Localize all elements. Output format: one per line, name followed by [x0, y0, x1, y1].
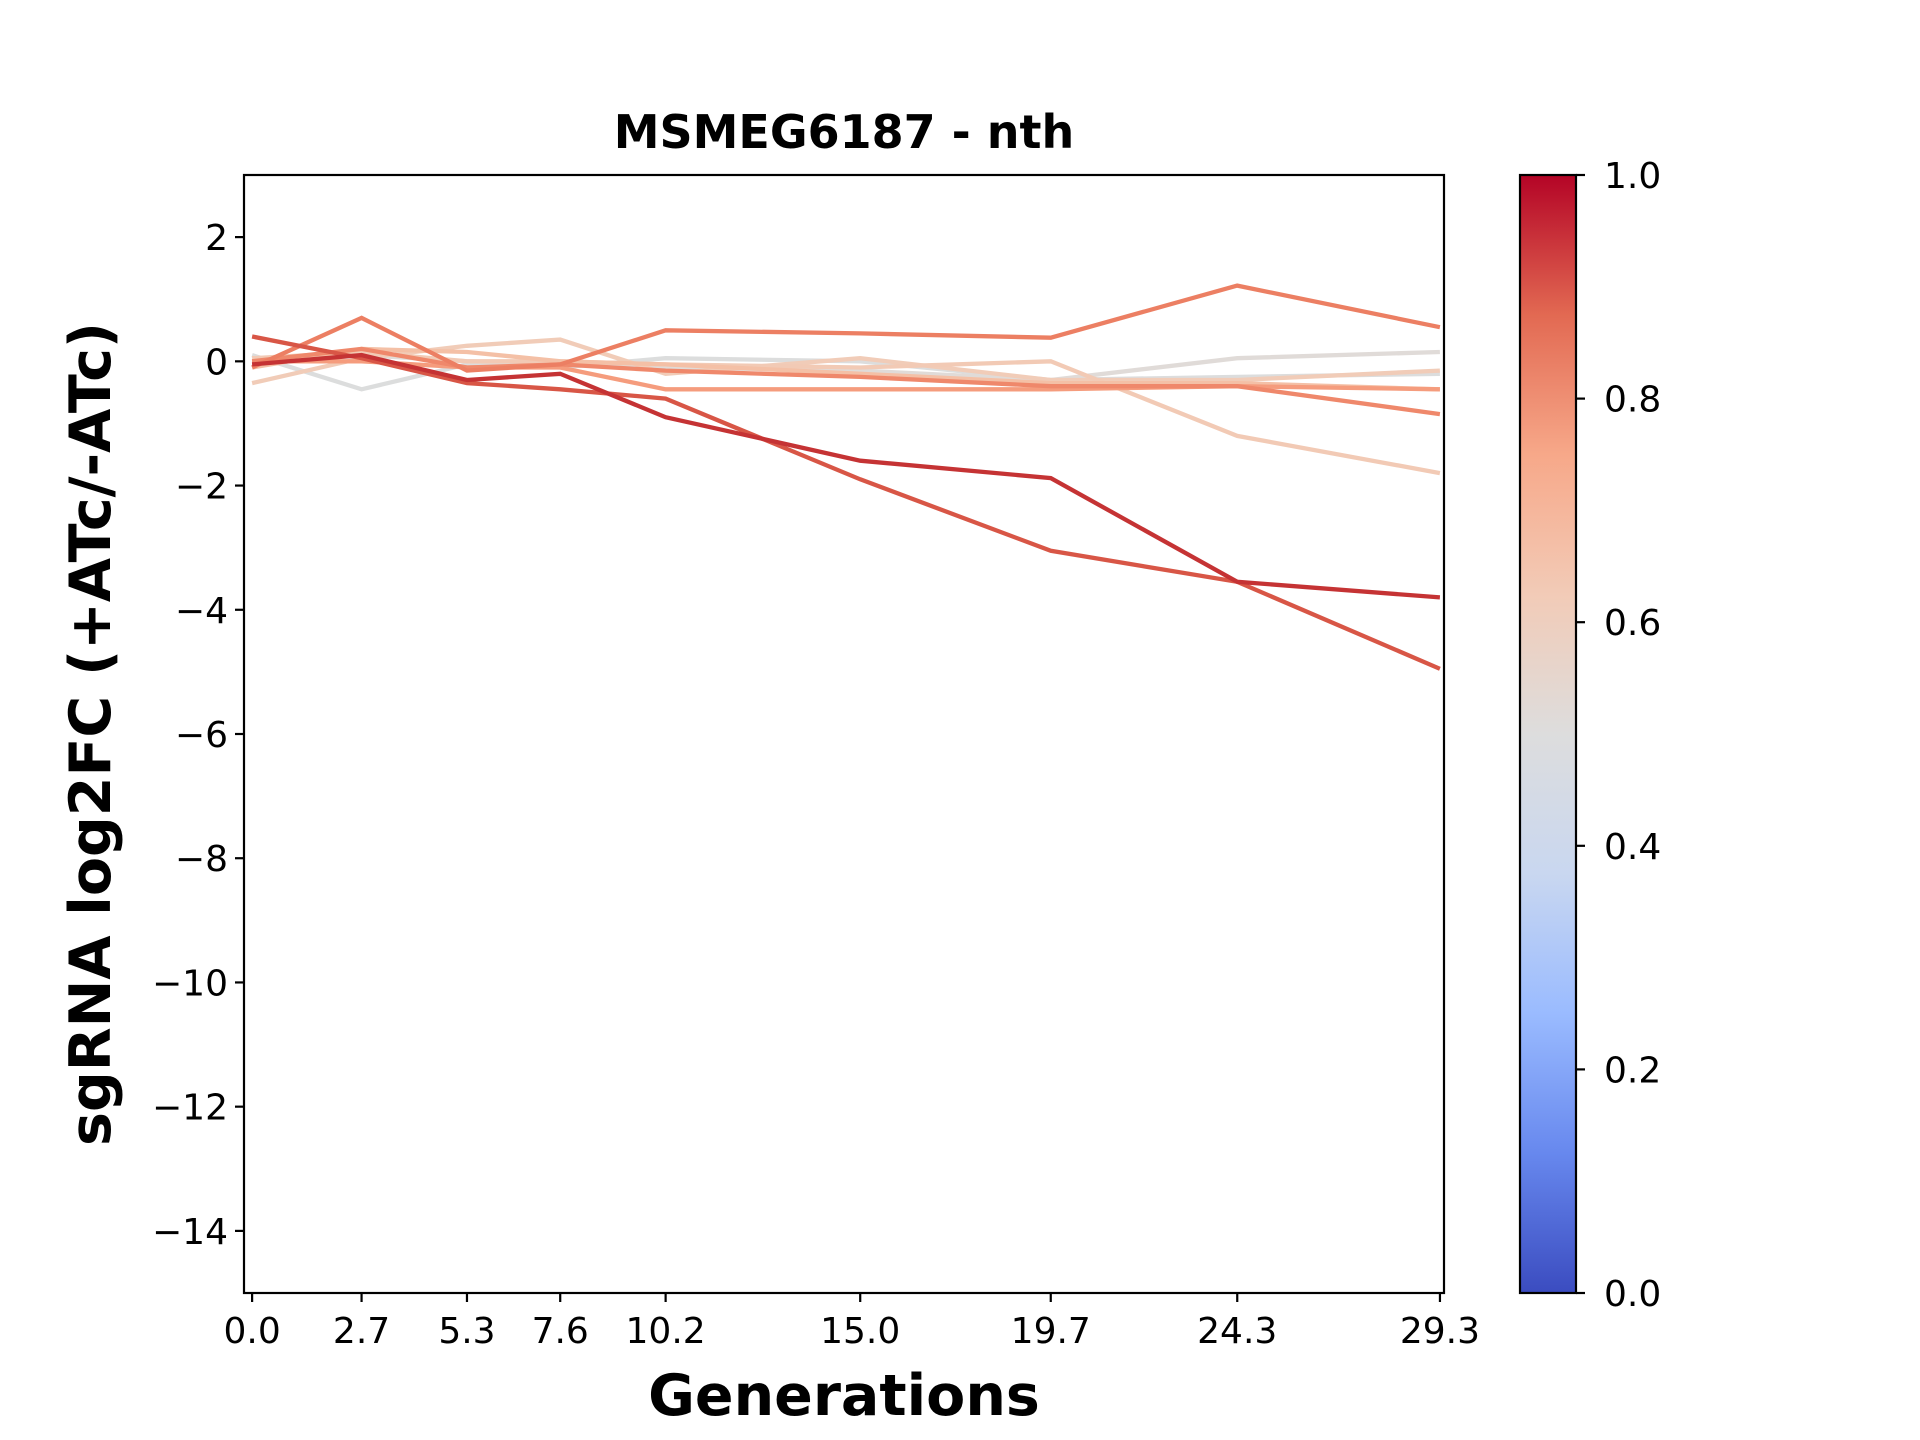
colorbar-tick-label: 0.2	[1604, 1050, 1661, 1091]
colorbar-frame	[1518, 173, 1578, 1295]
x-tick-label: 0.0	[223, 1311, 280, 1352]
series-line-10	[251, 352, 1441, 600]
series-line-8	[251, 283, 1441, 373]
x-tick-label: 29.3	[1400, 1311, 1480, 1352]
colorbar-gradient	[1520, 175, 1576, 1293]
x-tick-label: 15.0	[820, 1311, 900, 1352]
x-axis-ticks: 0.0 2.7 5.3 7.6 10.2 15.0 19.7 24.3 29.3	[223, 1293, 1480, 1352]
y-axis-ticks: 2 0 −2 −4 −6 −8 −10 −12 −14	[152, 218, 244, 1253]
y-tick-label: −12	[152, 1088, 228, 1129]
colorbar-ticks: 1.0 0.8 0.6 0.4 0.2 0.0	[1576, 156, 1661, 1315]
series-line-7	[251, 346, 1441, 417]
y-tick-label: −10	[152, 963, 228, 1004]
x-tick-label: 2.7	[333, 1311, 390, 1352]
x-tick-label: 10.2	[626, 1311, 706, 1352]
colorbar: 1.0 0.8 0.6 0.4 0.2 0.0	[1518, 156, 1661, 1315]
y-tick-label: 2	[205, 218, 228, 259]
x-tick-label: 5.3	[438, 1311, 495, 1352]
x-tick-label: 7.6	[532, 1311, 589, 1352]
y-tick-label: −6	[175, 715, 228, 756]
x-tick-label: 19.7	[1011, 1311, 1091, 1352]
colorbar-tick-label: 1.0	[1604, 156, 1661, 197]
y-tick-label: −2	[175, 467, 228, 508]
series-line-5	[251, 346, 1440, 392]
colorbar-tick-label: 0.0	[1604, 1274, 1661, 1315]
series-layer	[251, 283, 1441, 671]
y-tick-label: −8	[175, 839, 228, 880]
x-axis-label: Generations	[648, 1363, 1040, 1429]
colorbar-tick-label: 0.8	[1604, 380, 1661, 421]
plot-frame	[242, 173, 1446, 1295]
y-tick-label: −14	[152, 1212, 228, 1253]
colorbar-tick-label: 0.6	[1604, 603, 1661, 644]
plot-area: 0.0 2.7 5.3 7.6 10.2 15.0 19.7 24.3 29.3 2 0 −2 −4 −…	[152, 173, 1480, 1352]
series-line-9	[251, 334, 1441, 671]
chart-title: MSMEG6187 - nth	[614, 105, 1075, 159]
y-axis-label: sgRNA log2FC (+ATc/-ATc)	[58, 322, 124, 1146]
x-tick-label: 24.3	[1197, 1311, 1277, 1352]
colorbar-tick-label: 0.4	[1604, 827, 1661, 868]
y-tick-label: 0	[205, 342, 228, 383]
y-tick-label: −4	[175, 591, 228, 632]
